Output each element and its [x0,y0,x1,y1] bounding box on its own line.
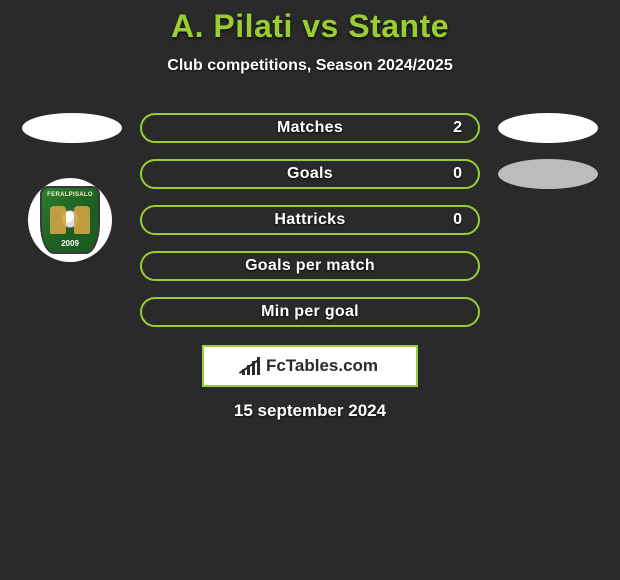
right-slot [498,205,598,235]
stat-pill-matches: Matches 2 [140,113,480,143]
lion-icon [50,206,66,234]
player-ellipse-right [498,113,598,143]
stat-pill-goals: Goals 0 [140,159,480,189]
stat-pill-mpg: Min per goal [140,297,480,327]
fctables-link[interactable]: FcTables.com [202,345,418,387]
stat-label: Matches [277,119,343,137]
stat-pill-hattricks: Hattricks 0 [140,205,480,235]
stat-label: Hattricks [274,211,345,229]
club-year: 2009 [42,239,98,248]
stat-value: 0 [453,165,462,183]
right-slot [498,159,598,189]
lion-icon [74,206,90,234]
right-slot [498,113,598,143]
stat-label: Min per goal [261,303,359,321]
stat-row: Min per goal [0,297,620,327]
stat-label: Goals [287,165,333,183]
fctables-logo: FcTables.com [242,356,378,376]
player-ellipse-right-2 [498,159,598,189]
page-title: A. Pilati vs Stante [0,8,620,45]
stat-row: Goals per match [0,251,620,281]
fctables-text: FcTables.com [266,356,378,376]
right-slot [498,297,598,327]
comparison-card: A. Pilati vs Stante Club competitions, S… [0,0,620,421]
player-ellipse-left [22,113,122,143]
right-slot [498,251,598,281]
stat-pill-gpm: Goals per match [140,251,480,281]
stat-value: 0 [453,211,462,229]
left-slot [22,297,122,327]
club-crest-icon: FERALPISALO 2009 [40,186,100,254]
bar-chart-icon [242,357,260,375]
subtitle: Club competitions, Season 2024/2025 [0,57,620,75]
left-slot [22,113,122,143]
date-text: 15 september 2024 [0,401,620,421]
stat-row: Matches 2 [0,113,620,143]
club-badge-left: FERALPISALO 2009 [28,178,112,262]
stat-value: 2 [453,119,462,137]
stat-label: Goals per match [245,257,375,275]
